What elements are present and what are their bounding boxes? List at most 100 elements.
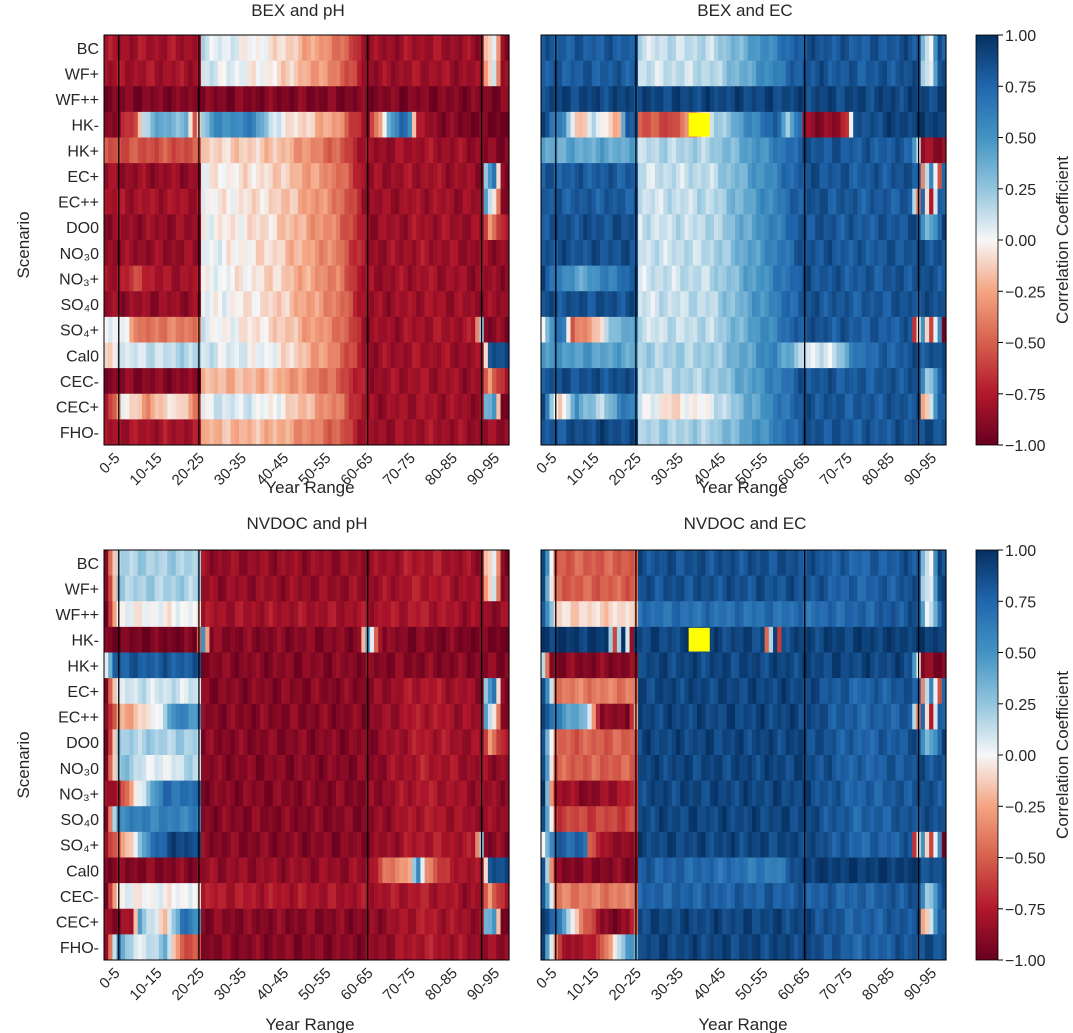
heatmap-cell (314, 316, 320, 343)
heatmap-cell (832, 368, 837, 395)
heatmap-cell (743, 342, 749, 369)
heatmap-cell (390, 652, 396, 679)
heatmap-cell (650, 368, 656, 395)
heatmap-cell (701, 240, 707, 267)
heatmap-cell (272, 729, 278, 756)
heatmap-cell (327, 111, 333, 138)
heatmap-cell (302, 883, 308, 910)
heatmap-nvdoc-ec: NVDOC and EC 0-5 10-15 20-25 30-35 40-45 50-5… (533, 514, 947, 1033)
heatmap-cell (908, 419, 913, 446)
heatmap-cell (713, 575, 719, 602)
heatmap-cell (382, 806, 388, 833)
heatmap-cell (314, 780, 320, 807)
heatmap-cell (449, 60, 455, 87)
heatmap-cell (276, 419, 282, 446)
heatmap-cell (158, 368, 164, 395)
heatmap-cell (336, 86, 341, 113)
heatmap-cell (933, 316, 939, 343)
heatmap-cell (701, 601, 707, 628)
heatmap-cell (574, 393, 580, 420)
heatmap-cell (188, 934, 194, 961)
heatmap-cell (374, 626, 379, 653)
heatmap-cell (760, 419, 766, 446)
heatmap-cell (314, 729, 320, 756)
heatmap-cell (659, 35, 664, 62)
heatmap-cell (794, 240, 799, 267)
heatmap-cell (471, 111, 476, 138)
heatmap-cell (201, 86, 206, 113)
heatmap-cell (500, 703, 506, 730)
heatmap-cell (298, 703, 303, 730)
heatmap-cell (336, 575, 341, 602)
heatmap-cell (108, 35, 114, 62)
heatmap-cell (289, 806, 295, 833)
heatmap-cell (327, 678, 333, 705)
heatmap-cell (458, 703, 464, 730)
heatmap-cell (141, 857, 147, 884)
heatmap-cell (302, 703, 308, 730)
heatmap-cell (471, 678, 476, 705)
heatmap-cell (416, 806, 422, 833)
heatmap-cell (222, 626, 227, 653)
heatmap-cell (357, 575, 362, 602)
heatmap-cell (437, 729, 443, 756)
heatmap-cell (336, 393, 341, 420)
heatmap-cell (395, 368, 400, 395)
heatmap-cell (255, 857, 261, 884)
heatmap-cell (323, 291, 329, 318)
heatmap-cell (293, 806, 299, 833)
heatmap-cell (120, 601, 126, 628)
heatmap-cell (243, 188, 249, 215)
heatmap-cell (167, 163, 173, 190)
heatmap-cell (411, 342, 417, 369)
heatmap-cell (298, 265, 303, 292)
heatmap-cell (604, 163, 610, 190)
heatmap-cell (167, 780, 173, 807)
heatmap-cell (205, 678, 211, 705)
heatmap-cell (264, 703, 270, 730)
heatmap-cell (306, 626, 312, 653)
heatmap-cell (268, 316, 274, 343)
heatmap-cell (141, 806, 147, 833)
heatmap-cell (276, 652, 282, 679)
heatmap-cell (243, 831, 249, 858)
heatmap-cell (361, 626, 367, 653)
heatmap-cell (650, 35, 656, 62)
heatmap-cell (264, 806, 270, 833)
heatmap-cell (709, 419, 715, 446)
heatmap-cell (163, 214, 168, 241)
heatmap-cell (192, 188, 198, 215)
heatmap-cell (449, 678, 455, 705)
heatmap-cell (352, 831, 358, 858)
heatmap-cell (158, 291, 164, 318)
heatmap-cell (411, 214, 417, 241)
heatmap-cell (878, 575, 884, 602)
heatmap-cell (129, 111, 135, 138)
heatmap-cell (390, 729, 396, 756)
heatmap-cell (806, 368, 812, 395)
heatmap-cell (920, 550, 926, 577)
heatmap-cell (437, 163, 443, 190)
heatmap-cell (331, 575, 337, 602)
heatmap-cell (369, 575, 375, 602)
heatmap-cell (471, 601, 476, 628)
heatmap-cell (756, 214, 761, 241)
heatmap-cell (840, 111, 846, 138)
heatmap-cell (608, 86, 614, 113)
heatmap-cell (903, 35, 909, 62)
heatmap-cell (407, 601, 413, 628)
heatmap-cell (827, 265, 833, 292)
heatmap-cell (243, 575, 249, 602)
heatmap-cell (713, 86, 719, 113)
heatmap-cell (929, 550, 934, 577)
heatmap-cell (483, 831, 489, 858)
heatmap-cell (336, 857, 341, 884)
heatmap-cell (454, 342, 459, 369)
heatmap-cell (167, 111, 173, 138)
heatmap-cell (483, 729, 489, 756)
year-range-tick: 20-25 (606, 450, 645, 489)
heatmap-cell (403, 419, 409, 446)
heatmap-cell (642, 291, 648, 318)
heatmap-cell (743, 575, 749, 602)
heatmap-cell (255, 678, 261, 705)
